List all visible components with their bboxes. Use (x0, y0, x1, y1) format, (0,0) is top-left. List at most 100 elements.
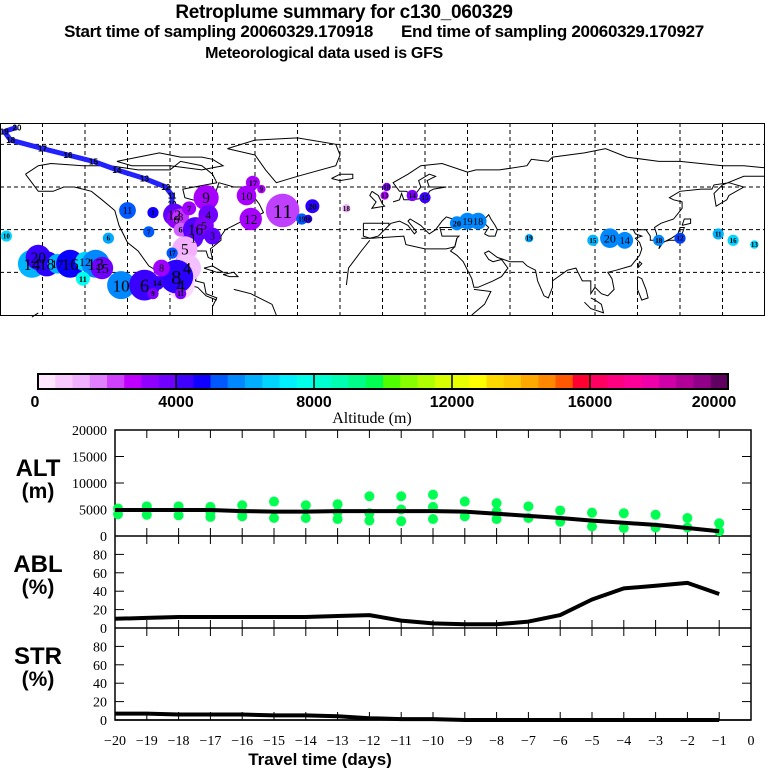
plume-label: 18 (473, 217, 483, 228)
plume-marker (107, 271, 136, 300)
colorbar-cell (89, 374, 108, 389)
colorbar-cell (434, 374, 453, 389)
colorbar-cell (469, 374, 487, 389)
colorbar-cell (262, 374, 280, 389)
scatter-point (714, 518, 725, 529)
y-tick-label: 0 (100, 622, 107, 637)
colorbar-cell (314, 374, 332, 389)
plume-label: 16 (305, 216, 313, 224)
colorbar-cell (227, 374, 246, 389)
panel-unit: (%) (22, 668, 55, 691)
trajectory-day-label: 17 (38, 145, 47, 154)
colorbar-cell (210, 374, 229, 389)
met-data-label: Meteorological data used is GFS (205, 45, 443, 62)
plume-marker (166, 247, 178, 259)
plume-marker (305, 199, 320, 214)
coastline-segment (345, 239, 371, 286)
plume-label: 14 (23, 255, 41, 274)
x-tick-label: −11 (391, 734, 412, 749)
colorbar-cell (383, 374, 401, 389)
colorbar-cell (572, 374, 591, 389)
trajectory-day-label: 11 (168, 192, 177, 201)
x-tick-label: −13 (327, 734, 349, 749)
plume-label: 20 (604, 231, 616, 245)
plume-label: 15 (95, 261, 109, 276)
plume-marker (406, 189, 418, 202)
panel-label: STR (14, 643, 62, 670)
colorbar-label: Altitude (m) (332, 410, 412, 427)
x-tick-label: −19 (136, 734, 158, 749)
colorbar-cell (676, 374, 694, 389)
series-line (115, 508, 720, 534)
scatter-point (555, 505, 566, 516)
scatter-point (491, 514, 502, 525)
plume-label: 20 (308, 201, 317, 211)
colorbar-cell (521, 374, 539, 389)
plume-label: 6 (140, 276, 149, 297)
scatter-point (364, 491, 375, 502)
colorbar-cell (590, 374, 608, 389)
plume-marker (153, 259, 170, 277)
plume-marker (147, 207, 159, 219)
scatter-point (459, 511, 470, 522)
colorbar-cell (72, 374, 91, 389)
x-tick-label: −8 (489, 734, 504, 749)
plume-label: 10 (241, 189, 253, 203)
scatter-point (682, 512, 693, 523)
panel-unit: (%) (22, 576, 55, 599)
plume-label: 6 (179, 225, 183, 235)
scatter-point (300, 512, 311, 523)
plume-label: 12 (79, 255, 91, 269)
plume-label: 4 (176, 276, 185, 295)
plume-label: 17 (169, 250, 177, 258)
coastline-segment (584, 297, 605, 314)
colorbar-cell (331, 374, 349, 389)
scatter-point (491, 498, 502, 509)
plume-label: 20 (31, 250, 47, 267)
colorbar-cell (124, 374, 142, 389)
scatter-point (523, 501, 534, 512)
plume-label: 15 (589, 237, 597, 245)
x-tick-label: −9 (457, 734, 472, 749)
scatter-point (428, 514, 438, 525)
x-tick-label: −20 (104, 734, 126, 749)
coastline-segment (484, 213, 498, 237)
plume-label: 6 (173, 212, 179, 226)
y-tick-label: 0 (100, 714, 107, 729)
colorbar-cell (710, 374, 729, 389)
plume-marker (175, 288, 187, 300)
x-tick-label: −7 (521, 734, 536, 749)
plume-label: 13 (751, 241, 759, 249)
plume-label: 8 (159, 264, 164, 275)
plume-label: 11 (273, 201, 293, 223)
colorbar-cell (348, 374, 367, 389)
scatter-point (237, 511, 248, 522)
plume-label: 11 (715, 230, 722, 238)
y-tick-label: 20 (93, 696, 107, 711)
plume-marker (469, 212, 487, 230)
scatter-point (269, 496, 279, 507)
colorbar-cell (245, 374, 263, 389)
plume-marker (147, 288, 159, 300)
y-tick-label: 80 (93, 640, 107, 655)
plume-label: 11 (177, 290, 184, 298)
plume-label: 4 (183, 259, 192, 278)
x-axis-label: Travel time (days) (248, 750, 392, 768)
colorbar-cell (365, 374, 384, 389)
scatter-point (587, 521, 597, 532)
map-grid (0, 123, 765, 315)
scatter-point (364, 515, 375, 526)
scatter-point (650, 509, 661, 520)
colorbar-cell (158, 374, 177, 389)
plume-marker (257, 184, 266, 194)
colorbar-cell (176, 374, 194, 389)
x-tick-label: −16 (231, 734, 253, 749)
y-tick-label: 40 (93, 585, 107, 600)
y-tick-label: 5000 (79, 504, 107, 519)
plume-label: 19 (462, 217, 472, 228)
series-line (114, 580, 720, 627)
colorbar-cell (141, 374, 160, 389)
scatter-point (714, 526, 725, 537)
plume-label: 5 (201, 219, 207, 233)
